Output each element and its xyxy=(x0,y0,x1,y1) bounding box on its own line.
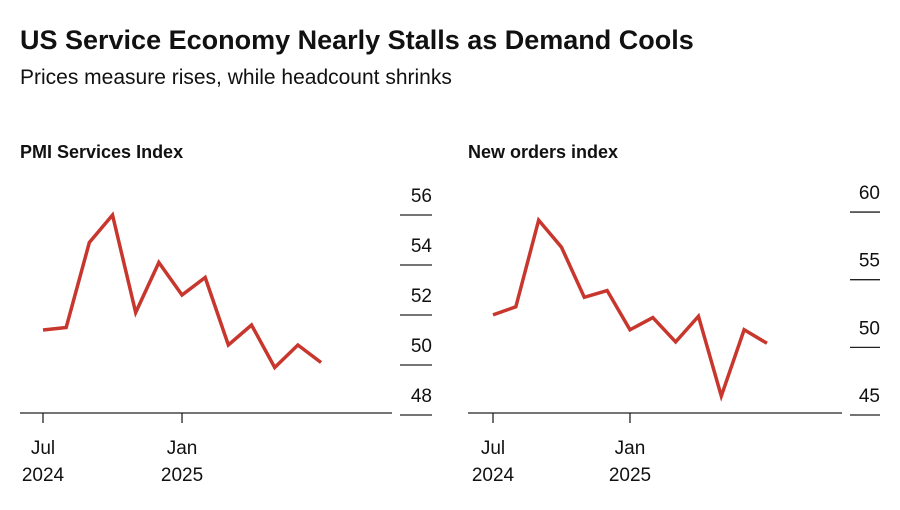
page-title: US Service Economy Nearly Stalls as Dema… xyxy=(20,25,694,55)
y-tick-label: 45 xyxy=(859,386,880,407)
y-tick-label: 60 xyxy=(859,183,880,204)
data-line xyxy=(42,211,323,371)
data-line xyxy=(492,216,768,402)
chart-title: New orders index xyxy=(468,142,618,162)
y-tick-label: 50 xyxy=(859,318,880,339)
y-tick-label: 48 xyxy=(411,386,432,407)
x-tick-label: Jan 2025 xyxy=(609,438,651,486)
x-tick-label: Jul 2024 xyxy=(472,438,515,486)
y-tick-label: 50 xyxy=(411,336,432,357)
x-tick-label: Jan 2025 xyxy=(161,438,203,486)
chart-title: PMI Services Index xyxy=(20,142,183,162)
y-tick-label: 52 xyxy=(411,286,432,307)
y-tick-label: 55 xyxy=(859,251,880,272)
x-tick-label: Jul 2024 xyxy=(22,438,65,486)
y-tick-label: 54 xyxy=(411,236,433,257)
y-tick-label: 56 xyxy=(411,186,432,207)
page-subtitle: Prices measure rises, while headcount sh… xyxy=(20,66,452,89)
